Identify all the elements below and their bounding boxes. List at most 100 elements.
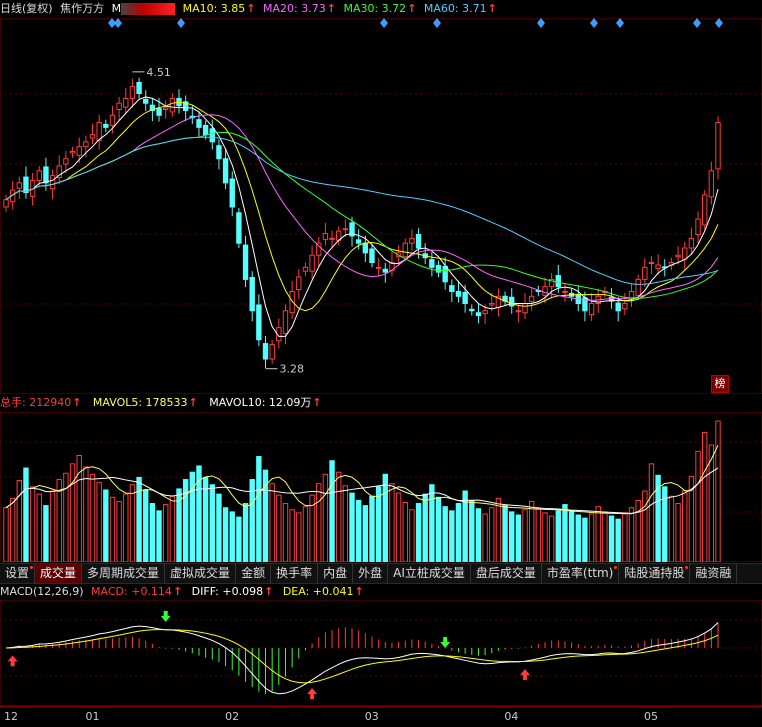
candle-body (482, 310, 488, 315)
candle-body (129, 85, 136, 99)
candle-body (202, 124, 209, 136)
price-chart[interactable]: 4.51 3.28 (0, 18, 762, 394)
tab-5[interactable]: 换手率 (271, 564, 319, 583)
ma5-line (5, 96, 719, 337)
golden-cross-arrow-icon (7, 655, 18, 667)
candle-body (622, 303, 628, 310)
volume-bar (582, 517, 588, 562)
volume-bar (236, 516, 242, 562)
ma20-up-arrow: ↑ (326, 2, 336, 15)
tab-11[interactable]: 陆股通持股 (619, 564, 691, 583)
volume-bar (349, 492, 355, 562)
tab-9[interactable]: 盘后成交量 (471, 564, 542, 583)
event-marker-icon (616, 18, 624, 28)
volume-bar (415, 503, 422, 562)
candle-body (16, 182, 23, 189)
date-tick: 01 (85, 710, 100, 723)
candle-body (369, 248, 375, 264)
volume-bar (522, 509, 528, 562)
volume-bar (469, 499, 475, 562)
ma60-label: MA60: 3.71 (423, 2, 487, 15)
volume-bar (249, 479, 255, 562)
candle-body (342, 228, 349, 231)
tab-6[interactable]: 内盘 (318, 564, 354, 583)
tab-4[interactable]: 金额 (236, 564, 272, 583)
tab-0[interactable]: 设置 (0, 564, 36, 583)
macd-chart[interactable] (0, 600, 762, 706)
ma5-value-redacted (121, 3, 176, 15)
volume-bar (176, 488, 182, 562)
candle-body (528, 295, 535, 303)
tab-dot-icon (685, 566, 689, 569)
candle-body (542, 286, 548, 296)
candle-body (302, 266, 309, 272)
volume-bar (608, 515, 615, 562)
candle-body (9, 189, 16, 203)
tab-3[interactable]: 虚拟成交量 (165, 564, 237, 583)
ma5-label: M (111, 2, 122, 15)
tab-7[interactable]: 外盘 (353, 564, 389, 583)
tab-label: 多周期成交量 (87, 566, 160, 580)
candle-body (3, 199, 9, 208)
volume-bar (449, 510, 455, 562)
mavol5-line (5, 445, 719, 515)
volume-bar (662, 486, 668, 562)
candle-body (475, 312, 482, 317)
tab-label: 成交量 (40, 566, 77, 580)
candle-body (469, 308, 475, 312)
candle-body (222, 158, 229, 184)
diff-line (5, 622, 719, 695)
volume-bar (509, 511, 515, 562)
event-marker-icon (177, 18, 185, 28)
dea-arrow: ↑ (354, 585, 364, 598)
volume-bar (289, 509, 295, 562)
candle-body (349, 222, 355, 237)
ranking-badge[interactable]: 榜 (711, 375, 729, 393)
volume-bar (595, 506, 601, 562)
tab-12[interactable]: 融资融 (690, 564, 738, 583)
candle-body (316, 242, 322, 256)
volume-bar (489, 507, 495, 562)
candle-body (409, 237, 415, 244)
diff-value: DIFF: +0.098 (191, 585, 264, 598)
volume-bar (615, 518, 621, 562)
candle-body (63, 158, 69, 165)
volume-bar (622, 513, 628, 562)
tab-2[interactable]: 多周期成交量 (82, 564, 166, 583)
tab-10[interactable]: 市盈率(ttm) (542, 564, 620, 583)
tab-1[interactable]: 成交量 (35, 564, 83, 583)
tab-label: 外盘 (358, 566, 383, 580)
candle-body (355, 239, 362, 244)
candle-body (23, 176, 29, 194)
volume-bar (375, 486, 382, 562)
total-volume-arrow: ↑ (72, 396, 82, 409)
total-volume-label: 总手: 212940 (0, 396, 72, 409)
candle-body (269, 344, 275, 360)
candle-body (149, 104, 156, 111)
volume-bar (402, 501, 408, 562)
date-axis: 12 01 02 03 04 05 (0, 706, 762, 727)
volume-bar (302, 506, 309, 562)
volume-bar (462, 490, 468, 562)
volume-bar (708, 444, 715, 562)
volume-bar (575, 514, 581, 562)
candle-body (49, 175, 56, 190)
period-label[interactable]: 日线(复权) (0, 2, 53, 15)
macd-title[interactable]: MACD(12,26,9) (0, 585, 84, 598)
volume-bar (482, 513, 488, 562)
volume-bar (648, 463, 655, 562)
tab-dot-icon (30, 566, 34, 569)
mavol5-arrow: ↑ (188, 396, 198, 409)
volume-bar (635, 499, 641, 562)
tab-8[interactable]: AI立桩成交量 (388, 564, 471, 583)
candle-body (615, 302, 621, 312)
candle-body (109, 114, 116, 126)
volume-chart[interactable] (0, 412, 762, 562)
volume-bar (688, 475, 695, 562)
ma20-label: MA20: 3.73 (263, 2, 326, 15)
tab-dot-icon (614, 566, 618, 569)
candle-body (435, 264, 442, 273)
volume-bar (89, 473, 96, 562)
candle-body (123, 97, 129, 108)
mavol10-line (5, 467, 719, 514)
